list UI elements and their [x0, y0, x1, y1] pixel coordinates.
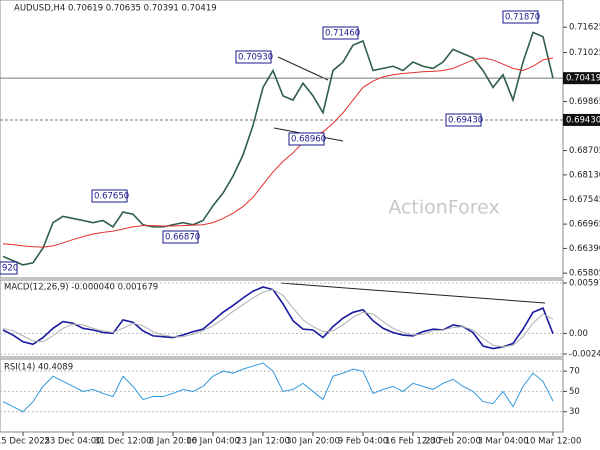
x-tick-label: 3 Mar 04:00 — [477, 437, 528, 447]
annotation-box — [288, 132, 325, 146]
annotation: 0.68960 — [291, 135, 326, 145]
y-tick-label: 0.69865 — [569, 97, 600, 107]
x-tick-label: 16 Feb 12:00 — [385, 437, 441, 447]
price-label: 0.70419 — [566, 74, 600, 84]
price-label-box — [563, 72, 600, 85]
annotation-box — [91, 189, 128, 203]
x-tick-label: 16 Jan 04:00 — [186, 437, 240, 447]
rsi-panel — [0, 358, 564, 433]
annotation: 0.69430 — [448, 116, 483, 126]
annotation-box — [162, 230, 199, 244]
annotation-box — [0, 261, 18, 275]
y-tick-label: 0.71625 — [569, 23, 600, 33]
y-tick-label: 0.66965 — [569, 220, 600, 230]
price-header: AUDUSD,H4 0.70619 0.70635 0.70391 0.7041… — [14, 4, 217, 14]
series-line — [2, 57, 554, 248]
x-tick-label: 10 Mar 12:00 — [525, 437, 582, 447]
annotation-box — [502, 10, 539, 24]
y-tick-label: 0.67545 — [569, 195, 600, 205]
watermark: ActionForex — [388, 197, 499, 219]
trend-line — [277, 56, 329, 81]
price-panel — [0, 0, 564, 279]
y-tick-label: 0.005977 — [569, 279, 600, 289]
x-tick-label: 23 Dec 04:00 — [44, 437, 101, 447]
x-tick-label: 8 Jan 20:00 — [149, 437, 197, 447]
x-tick-label: 30 Jan 20:00 — [286, 437, 340, 447]
y-tick-label: 0.71025 — [569, 48, 600, 58]
x-tick-label: 23 Feb 20:00 — [425, 437, 481, 447]
annotation-box — [235, 50, 272, 64]
annotation: 0.70930 — [238, 53, 273, 63]
annotation-box — [322, 26, 359, 40]
series-line — [2, 362, 554, 413]
y-tick-label: 0.00 — [569, 329, 588, 339]
trend-line — [279, 282, 546, 304]
series-line — [2, 289, 554, 348]
y-tick-label: 70 — [569, 367, 580, 377]
x-tick-label: 31 Dec 12:00 — [94, 437, 151, 447]
price-label: 0.69430 — [566, 115, 600, 125]
macd-panel — [0, 279, 564, 358]
macd-title: MACD(12,26,9) -0.000040 0.001679 — [4, 283, 158, 293]
annotation: 920 — [2, 264, 18, 274]
y-tick-label: 30 — [569, 407, 580, 417]
price-label-box — [563, 113, 600, 126]
y-tick-label: 0.68705 — [569, 146, 600, 156]
annotation: 0.66870 — [165, 233, 200, 243]
y-tick-label: 50 — [569, 387, 580, 397]
annotation: 0.71870 — [505, 13, 540, 23]
series-line — [2, 286, 554, 350]
x-tick-label: 9 Feb 04:00 — [338, 437, 388, 447]
y-tick-label: -0.002451 — [569, 350, 600, 360]
x-tick-label: 15 Dec 2025 — [0, 437, 50, 447]
annotation: 0.71460 — [325, 29, 360, 39]
annotation: 0.67650 — [94, 192, 129, 202]
series-line — [2, 31, 554, 266]
rsi-title: RSI(14) 40.4089 — [4, 363, 73, 373]
annotation-box — [445, 113, 482, 127]
x-tick-label: 23 Jan 12:00 — [236, 437, 290, 447]
y-tick-label: 0.65805 — [569, 269, 600, 279]
